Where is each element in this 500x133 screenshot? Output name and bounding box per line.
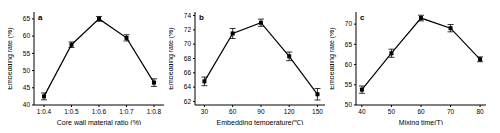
svg-text:55: 55: [23, 50, 31, 57]
svg-text:1:0.8: 1:0.8: [147, 108, 162, 115]
svg-text:Mixing time(T): Mixing time(T): [399, 119, 443, 125]
svg-text:1:0.4: 1:0.4: [37, 108, 52, 115]
svg-text:50: 50: [23, 67, 31, 74]
svg-text:72: 72: [184, 26, 192, 33]
svg-text:70: 70: [345, 20, 353, 27]
svg-text:150: 150: [312, 108, 323, 115]
svg-text:60: 60: [23, 32, 31, 39]
svg-text:70: 70: [184, 40, 192, 47]
svg-text:74: 74: [184, 12, 192, 19]
svg-text:40: 40: [23, 101, 31, 108]
svg-text:64: 64: [184, 83, 192, 90]
svg-text:Core wall material ratio (%): Core wall material ratio (%): [57, 119, 141, 125]
svg-text:65: 65: [345, 41, 353, 48]
svg-text:66: 66: [184, 69, 192, 76]
svg-text:65: 65: [23, 15, 31, 22]
svg-text:120: 120: [284, 108, 295, 115]
svg-text:50: 50: [388, 108, 396, 115]
svg-text:70: 70: [447, 108, 455, 115]
svg-text:Embedding rate (%): Embedding rate (%): [169, 27, 175, 89]
svg-text:40: 40: [358, 108, 366, 115]
svg-text:90: 90: [257, 108, 265, 115]
html-text:a: a: [38, 13, 43, 22]
html-text:b: b: [199, 13, 204, 22]
svg-text:50: 50: [345, 101, 353, 108]
svg-text:Embedding temperature(℃): Embedding temperature(℃): [217, 119, 304, 125]
svg-text:80: 80: [476, 108, 484, 115]
svg-text:1:0.5: 1:0.5: [64, 108, 79, 115]
svg-text:30: 30: [201, 108, 209, 115]
svg-text:62: 62: [184, 98, 192, 105]
svg-text:60: 60: [417, 108, 425, 115]
svg-text:60: 60: [345, 61, 353, 68]
svg-text:Embedding rate (%): Embedding rate (%): [8, 27, 14, 89]
svg-text:Embedding rate (%): Embedding rate (%): [330, 27, 336, 89]
svg-text:45: 45: [23, 84, 31, 91]
svg-text:55: 55: [345, 81, 353, 88]
html-text:c: c: [360, 13, 365, 22]
svg-text:60: 60: [229, 108, 237, 115]
svg-text:1:0.6: 1:0.6: [92, 108, 107, 115]
svg-text:68: 68: [184, 55, 192, 62]
svg-text:1:0.7: 1:0.7: [119, 108, 134, 115]
